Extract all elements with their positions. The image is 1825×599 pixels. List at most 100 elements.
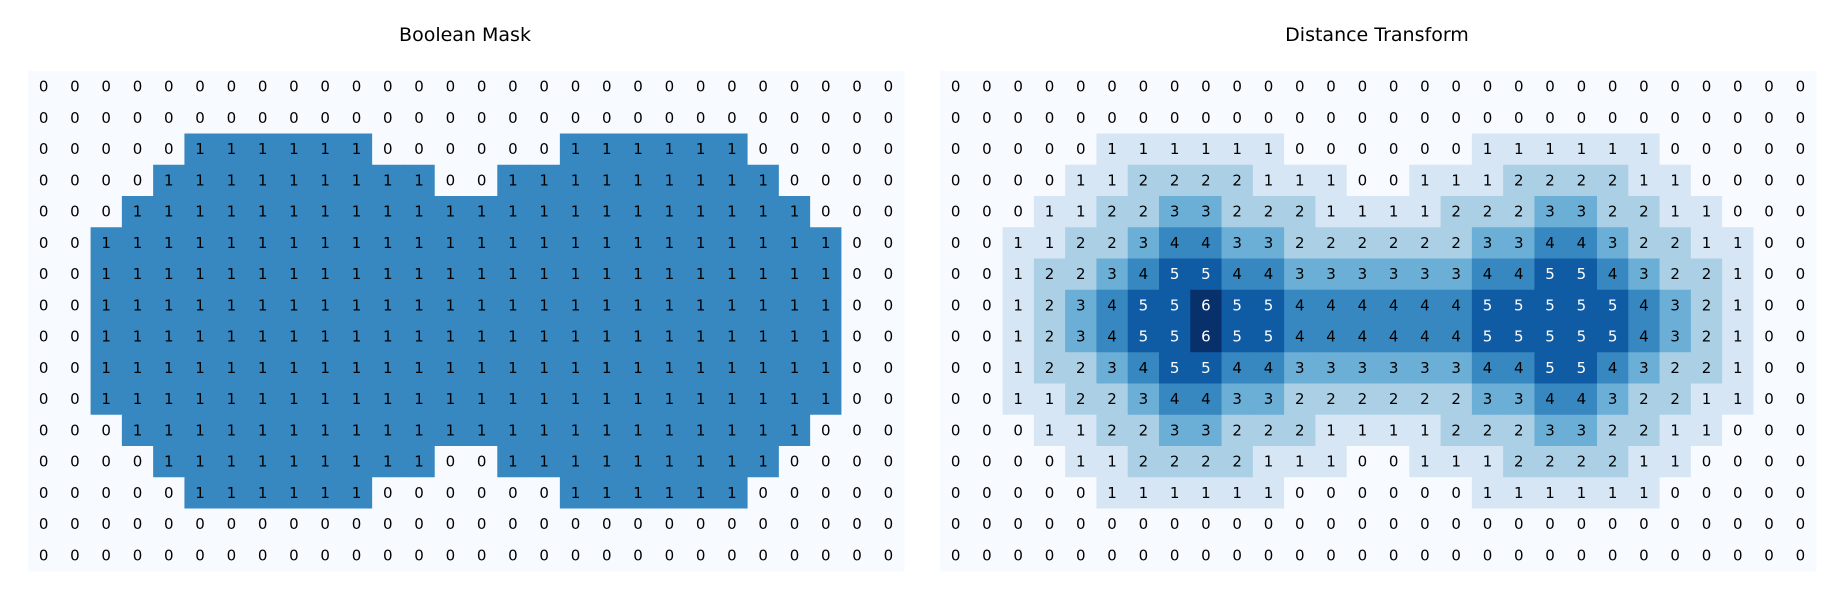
heatmap-cell <box>1002 133 1035 166</box>
heatmap-cell <box>1065 477 1098 510</box>
heatmap-cell-label: 0 <box>852 109 862 127</box>
heatmap-cell-label: 0 <box>1670 546 1680 564</box>
heatmap-cell-label: 1 <box>508 203 518 221</box>
heatmap-cell <box>1346 289 1379 322</box>
heatmap-cell <box>1127 539 1160 572</box>
heatmap-cell <box>434 196 467 228</box>
heatmap-cell-label: 1 <box>320 390 330 408</box>
heatmap-cell <box>1597 321 1629 353</box>
heatmap-cell-label: 1 <box>1013 359 1023 377</box>
heatmap-cell <box>278 383 311 416</box>
heatmap-cell <box>497 508 530 541</box>
heatmap-cell <box>1753 196 1786 228</box>
heatmap-cell <box>466 321 498 353</box>
heatmap-cell <box>1503 258 1536 291</box>
heatmap-cell <box>653 383 686 416</box>
heatmap-cell-label: 1 <box>602 328 612 346</box>
heatmap-cell-label: 0 <box>790 109 800 127</box>
heatmap-cell <box>1096 477 1129 510</box>
heatmap-cell <box>747 196 780 228</box>
heatmap-cell-label: 1 <box>414 234 424 252</box>
heatmap-cell <box>1503 71 1536 103</box>
heatmap-cell-label: 5 <box>1264 328 1274 346</box>
heatmap-cell-label: 0 <box>70 296 80 314</box>
heatmap-cell <box>215 321 248 353</box>
heatmap-cell <box>841 227 874 260</box>
heatmap-cell-label: 0 <box>1358 109 1368 127</box>
heatmap-cell-label: 0 <box>951 265 961 283</box>
heatmap-cell <box>1315 71 1348 103</box>
heatmap-cell <box>1002 164 1035 197</box>
heatmap-cell <box>1503 321 1536 353</box>
heatmap-cell <box>1753 446 1786 478</box>
heatmap-cell <box>1534 414 1567 447</box>
heatmap-cell <box>340 508 373 541</box>
heatmap-cell-label: 0 <box>1295 109 1305 127</box>
heatmap-cell <box>1597 133 1629 166</box>
heatmap-cell <box>1534 102 1567 135</box>
heatmap-cell <box>1784 446 1817 478</box>
heatmap-cell-label: 0 <box>1764 171 1774 189</box>
heatmap-cell <box>121 289 154 322</box>
heatmap-cell-label: 1 <box>1483 140 1493 158</box>
heatmap-cell <box>1440 508 1473 541</box>
heatmap-cell <box>591 71 624 103</box>
heatmap-cell-label: 2 <box>1608 453 1618 471</box>
heatmap-cell <box>466 71 498 103</box>
heatmap-cell <box>59 352 92 385</box>
heatmap-cell <box>1690 258 1723 291</box>
heatmap-cell-label: 0 <box>1796 265 1806 283</box>
heatmap-cell <box>1503 289 1536 322</box>
heatmap-cell-label: 1 <box>195 203 205 221</box>
heatmap-cell <box>622 352 655 385</box>
heatmap-cell <box>1190 539 1223 572</box>
heatmap-cell <box>716 446 749 478</box>
heatmap-cell-label: 0 <box>1107 109 1117 127</box>
heatmap-cell-label: 1 <box>258 390 268 408</box>
heatmap-cell <box>1284 102 1317 135</box>
heatmap-cell <box>28 383 60 416</box>
heatmap-cell-label: 1 <box>571 234 581 252</box>
heatmap-cell-label: 1 <box>320 296 330 314</box>
heatmap-cell-label: 0 <box>133 453 143 471</box>
heatmap-cell-label: 0 <box>39 140 49 158</box>
heatmap-cell-label: 0 <box>383 140 393 158</box>
heatmap-cell-label: 1 <box>1264 484 1274 502</box>
heatmap-cell-label: 0 <box>101 78 111 96</box>
heatmap-cell-label: 0 <box>884 546 894 564</box>
heatmap-cell <box>153 289 186 322</box>
heatmap-cell <box>940 258 972 291</box>
heatmap-cell-label: 1 <box>1013 296 1023 314</box>
heatmap-cell-label: 0 <box>821 484 831 502</box>
heatmap-cell-label: 0 <box>1639 78 1649 96</box>
heatmap-cell <box>466 414 498 447</box>
heatmap-cell-label: 0 <box>1013 453 1023 471</box>
heatmap-cell <box>559 164 592 197</box>
heatmap-cell <box>247 289 279 322</box>
heatmap-cell-label: 0 <box>852 390 862 408</box>
heatmap-cell <box>716 71 749 103</box>
heatmap-cell-label: 0 <box>1451 109 1461 127</box>
boolean-mask-title: Boolean Mask <box>399 24 531 46</box>
heatmap-cell-label: 2 <box>1295 203 1305 221</box>
heatmap-cell <box>1659 383 1692 416</box>
heatmap-cell <box>340 71 373 103</box>
heatmap-cell <box>622 321 655 353</box>
heatmap-cell <box>528 258 561 291</box>
heatmap-cell-label: 5 <box>1170 265 1180 283</box>
heatmap-cell-label: 0 <box>982 328 992 346</box>
heatmap-cell-label: 0 <box>1514 546 1524 564</box>
heatmap-cell <box>1346 71 1379 103</box>
heatmap-cell-label: 0 <box>1358 515 1368 533</box>
heatmap-cell-label: 0 <box>821 171 831 189</box>
heatmap-cell-label: 1 <box>539 390 549 408</box>
heatmap-cell <box>1346 477 1379 510</box>
heatmap-cell-label: 0 <box>1107 78 1117 96</box>
heatmap-cell <box>810 477 843 510</box>
heatmap-cell-label: 1 <box>446 296 456 314</box>
heatmap-cell <box>1159 321 1191 353</box>
heatmap-cell <box>653 133 686 166</box>
heatmap-cell <box>528 446 561 478</box>
heatmap-cell <box>403 446 436 478</box>
heatmap-cell <box>1378 258 1410 291</box>
